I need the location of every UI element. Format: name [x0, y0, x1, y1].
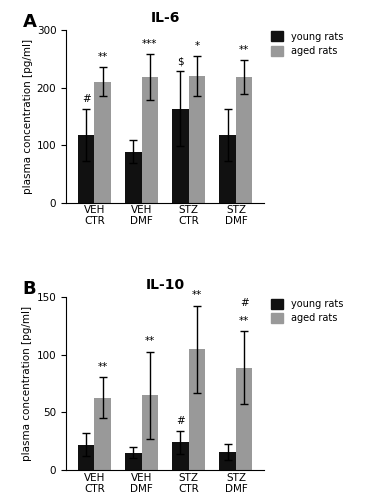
- Legend: young rats, aged rats: young rats, aged rats: [271, 299, 343, 324]
- Legend: young rats, aged rats: young rats, aged rats: [271, 32, 343, 56]
- Bar: [142, 395, 158, 470]
- Bar: [189, 349, 205, 470]
- Text: B: B: [22, 280, 36, 298]
- Bar: [189, 76, 205, 202]
- Bar: [172, 442, 189, 470]
- Bar: [125, 152, 142, 202]
- Text: #: #: [176, 416, 185, 426]
- Bar: [236, 368, 252, 470]
- Text: **: **: [98, 52, 108, 62]
- Title: IL-10: IL-10: [146, 278, 185, 292]
- Text: **: **: [145, 336, 155, 346]
- Bar: [78, 444, 94, 470]
- Y-axis label: plasma concentration [pg/ml]: plasma concentration [pg/ml]: [22, 38, 33, 194]
- Bar: [125, 452, 142, 470]
- Title: IL-6: IL-6: [150, 10, 180, 24]
- Text: **: **: [98, 362, 108, 372]
- Text: **: **: [192, 290, 202, 300]
- Text: #: #: [240, 298, 248, 308]
- Bar: [236, 77, 252, 202]
- Bar: [172, 109, 189, 202]
- Text: A: A: [22, 12, 36, 30]
- Bar: [219, 452, 236, 470]
- Y-axis label: plasma concentration [pg/ml]: plasma concentration [pg/ml]: [22, 306, 32, 462]
- Bar: [94, 398, 111, 470]
- Bar: [94, 82, 111, 202]
- Bar: [219, 134, 236, 202]
- Text: ***: ***: [142, 39, 157, 49]
- Text: #: #: [82, 94, 91, 104]
- Text: **: **: [239, 44, 249, 54]
- Bar: [142, 77, 158, 202]
- Text: *: *: [195, 40, 200, 50]
- Text: **: **: [239, 316, 249, 326]
- Text: $: $: [177, 56, 184, 66]
- Bar: [78, 134, 94, 202]
